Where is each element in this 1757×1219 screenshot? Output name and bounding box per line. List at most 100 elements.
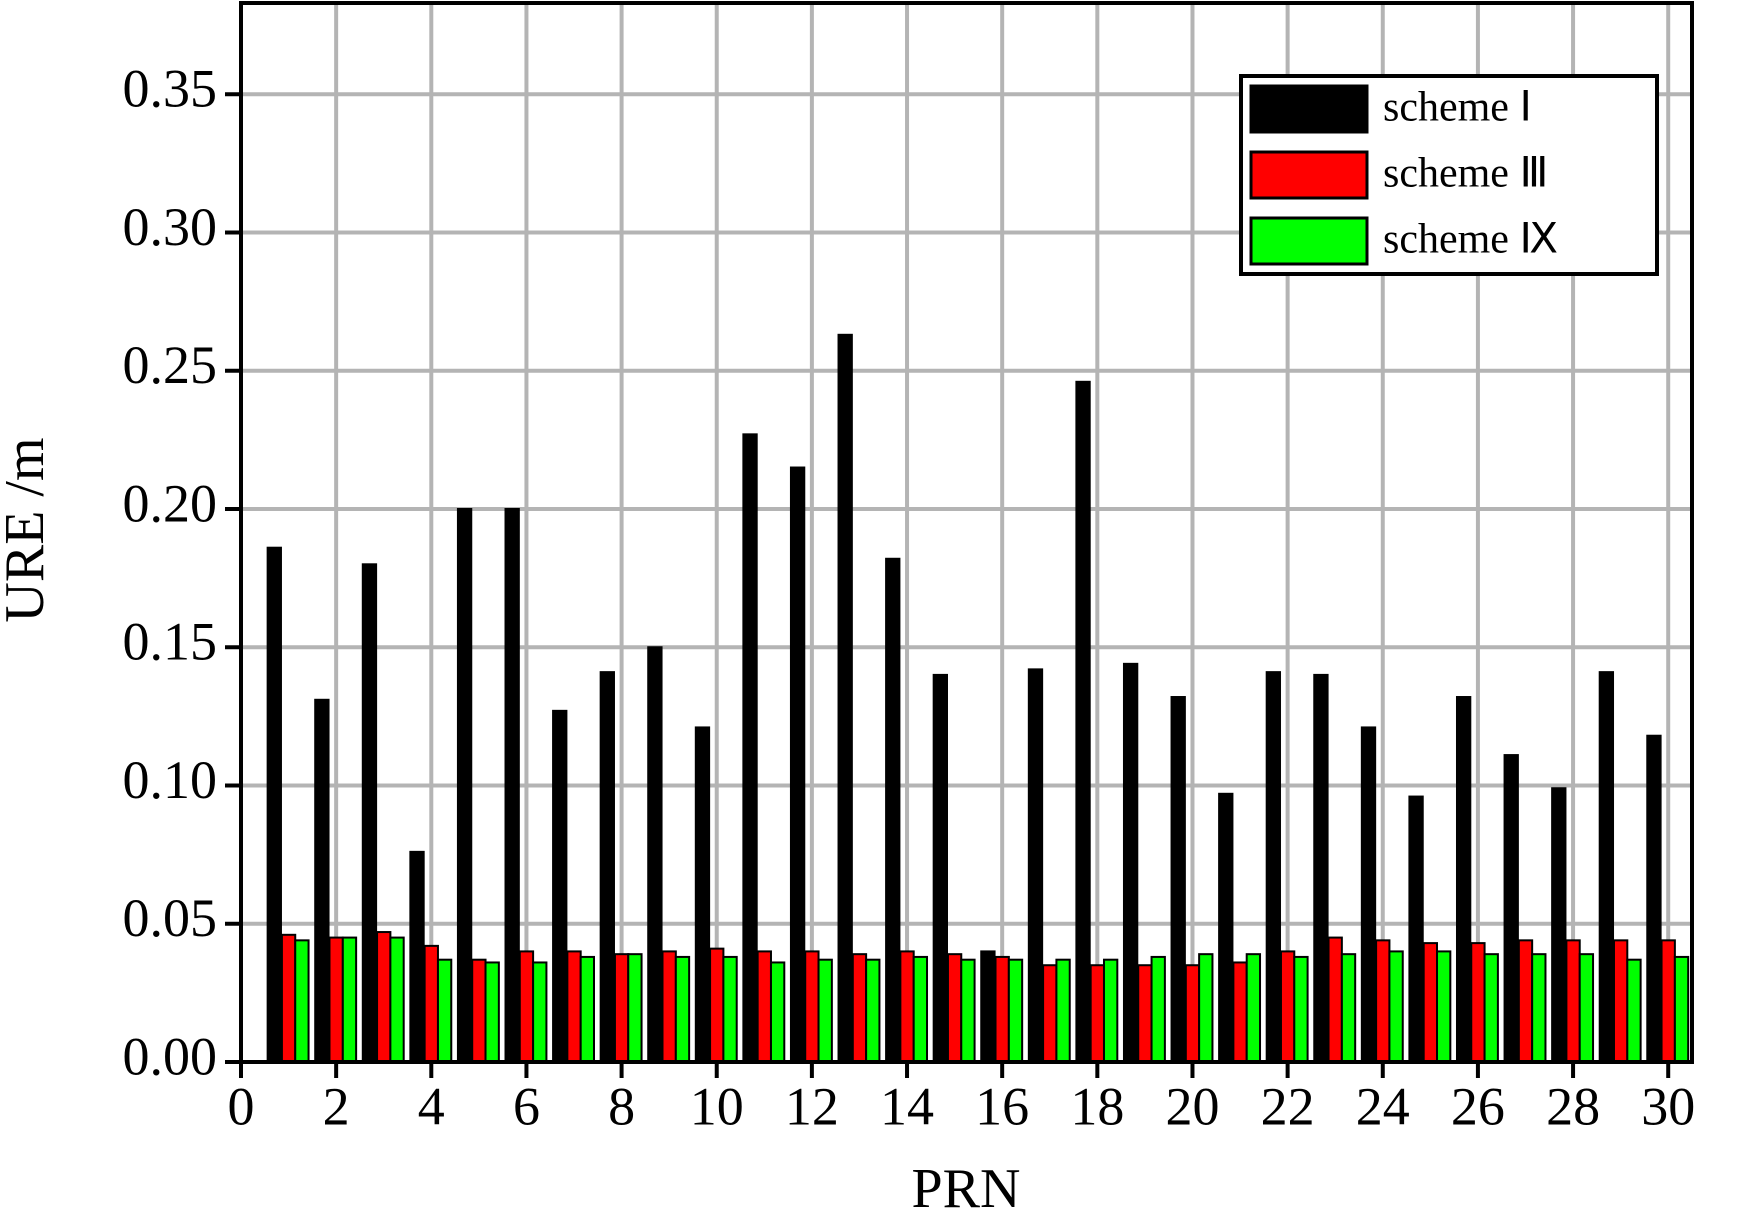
bar: [518, 950, 535, 1063]
bar: [532, 961, 548, 1063]
y-tick-label: 0.15: [123, 612, 218, 672]
bar: [1646, 734, 1662, 1063]
bar: [1531, 953, 1547, 1063]
bar: [1483, 953, 1499, 1063]
bar: [1232, 961, 1248, 1063]
bar: [769, 961, 786, 1063]
bar: [314, 698, 330, 1063]
bar: [1218, 792, 1234, 1064]
x-axis-title: PRN: [912, 1158, 1021, 1219]
bar: [599, 671, 615, 1064]
bar: [899, 950, 915, 1063]
bar: [389, 936, 405, 1063]
bar: [1470, 942, 1486, 1063]
x-tick-label: 20: [1165, 1076, 1219, 1136]
bar: [1293, 955, 1309, 1063]
bar: [694, 726, 711, 1063]
bar: [722, 955, 738, 1063]
y-tick-label: 0.10: [123, 750, 218, 810]
bar: [1388, 950, 1404, 1063]
bar: [1327, 936, 1343, 1063]
bar: [1626, 958, 1642, 1063]
bar: [1455, 696, 1472, 1063]
bar: [1565, 939, 1581, 1063]
x-tick-label: 16: [975, 1076, 1029, 1136]
bar: [484, 961, 500, 1063]
bar: [423, 944, 439, 1063]
bar: [1422, 942, 1439, 1063]
x-tick-label: 18: [1070, 1076, 1124, 1136]
bar: [1027, 668, 1044, 1064]
bar: [1102, 958, 1119, 1063]
bar: [1150, 955, 1166, 1063]
bar: [960, 958, 976, 1063]
bar: [980, 950, 996, 1063]
bar: [627, 953, 643, 1063]
bar: [436, 958, 453, 1063]
y-tick-label: 0.25: [123, 335, 218, 395]
bar: [709, 947, 725, 1063]
bar: [1598, 671, 1615, 1064]
x-tick-label: 14: [880, 1076, 934, 1136]
bar: [912, 955, 929, 1063]
bar: [932, 673, 948, 1064]
bar: [837, 333, 853, 1063]
bar: [865, 958, 881, 1063]
bar: [456, 507, 473, 1063]
bar: [804, 950, 820, 1063]
bar: [1660, 939, 1676, 1063]
x-tick-label: 24: [1356, 1076, 1410, 1136]
bar: [1578, 953, 1595, 1063]
bar: [1279, 950, 1296, 1063]
legend-swatch: [1249, 150, 1369, 200]
x-tick-label: 2: [323, 1076, 350, 1136]
bar: [946, 953, 963, 1063]
bar: [361, 563, 378, 1064]
bar: [1170, 696, 1186, 1063]
bar: [817, 958, 833, 1063]
bar: [1089, 964, 1105, 1064]
bar: [851, 953, 868, 1063]
bar: [1360, 726, 1377, 1063]
bar: [280, 933, 297, 1063]
bar: [579, 955, 595, 1063]
bar: [742, 433, 758, 1063]
bar: [1042, 964, 1058, 1064]
x-tick-label: 26: [1451, 1076, 1505, 1136]
bar: [504, 507, 520, 1063]
bar: [1198, 953, 1214, 1063]
bar: [409, 850, 425, 1063]
x-tick-label: 6: [513, 1076, 540, 1136]
x-tick-label: 12: [785, 1076, 839, 1136]
bar: [1375, 939, 1391, 1063]
bar: [566, 950, 582, 1063]
bar: [885, 557, 901, 1063]
bar: [1408, 795, 1424, 1064]
legend-swatch: [1249, 84, 1369, 134]
bar: [1551, 787, 1567, 1064]
x-tick-label: 30: [1641, 1076, 1695, 1136]
bar: [1503, 754, 1519, 1063]
bar: [1340, 953, 1357, 1063]
y-tick-label: 0.05: [123, 888, 218, 948]
bar: [647, 646, 663, 1063]
bar: [1265, 671, 1282, 1064]
bar: [1007, 958, 1024, 1063]
bar: [1075, 380, 1091, 1064]
bar: [1137, 964, 1153, 1064]
bar: [1436, 950, 1452, 1063]
y-axis-title: URE /m: [0, 437, 56, 622]
y-tick-label: 0.35: [123, 59, 218, 119]
bar: [1055, 958, 1071, 1063]
y-tick-label: 0.00: [123, 1026, 218, 1086]
plot-frame: [239, 1, 1694, 1064]
bar: [661, 950, 677, 1063]
legend-label: scheme Ⅲ: [1383, 151, 1548, 197]
bar: [1245, 953, 1262, 1063]
legend-label: scheme Ⅸ: [1383, 217, 1558, 263]
bar: [266, 546, 282, 1063]
bar: [1517, 939, 1534, 1063]
bar: [674, 955, 691, 1063]
bar: [376, 931, 392, 1063]
